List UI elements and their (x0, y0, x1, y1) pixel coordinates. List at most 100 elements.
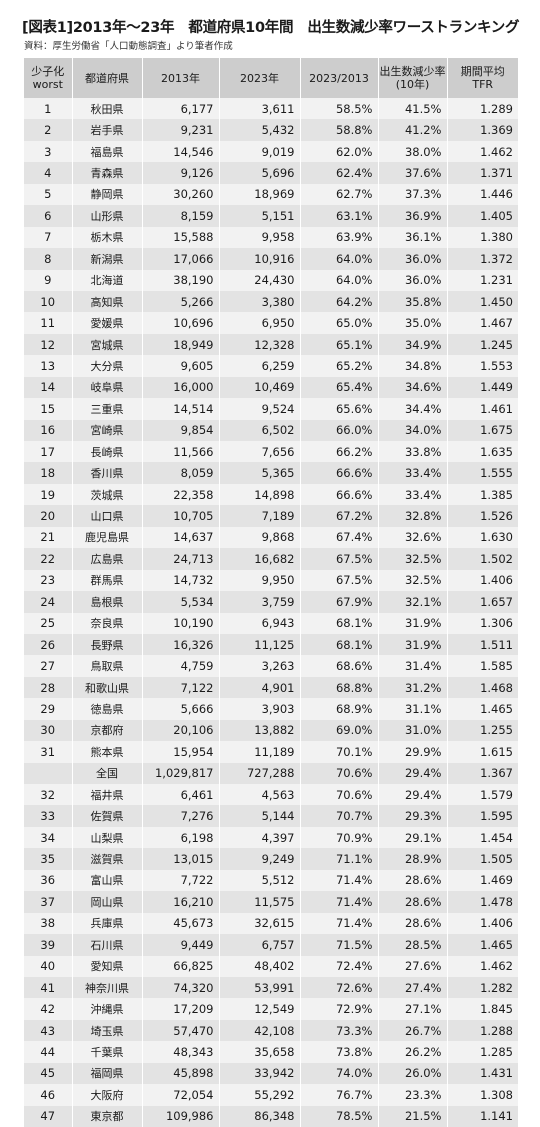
tfr-cell: 1.405 (447, 205, 518, 227)
ratio-cell: 70.6% (300, 784, 379, 806)
table-row: 46 大阪府 72,054 55,292 76.7% 23.3% 1.308 (24, 1084, 518, 1106)
decline-rate-cell: 34.9% (378, 333, 448, 356)
prefecture-cell: 静岡県 (72, 183, 143, 206)
births-2013-cell: 45,673 (142, 912, 220, 935)
ratio-cell: 73.8% (300, 1041, 379, 1063)
table-row: 11 愛媛県 10,696 6,950 65.0% 35.0% 1.467 (24, 312, 518, 334)
rank-cell: 12 (24, 333, 73, 356)
table-row: 8 新潟県 17,066 10,916 64.0% 36.0% 1.372 (24, 248, 518, 270)
table-row: 44 千葉県 48,343 35,658 73.8% 26.2% 1.285 (24, 1041, 518, 1063)
table-row: 32 福井県 6,461 4,563 70.6% 29.4% 1.579 (24, 784, 518, 806)
rank-cell: 46 (24, 1084, 73, 1106)
table-row: 40 愛知県 66,825 48,402 72.4% 27.6% 1.462 (24, 955, 518, 977)
ratio-cell: 74.0% (300, 1062, 379, 1085)
births-2023-cell: 7,656 (219, 441, 301, 463)
births-2013-cell: 1,029,817 (142, 762, 220, 784)
tfr-cell: 1.635 (447, 441, 518, 463)
tfr-cell: 1.585 (447, 655, 518, 677)
births-2023-cell: 11,189 (219, 741, 301, 763)
ratio-cell: 71.1% (300, 848, 379, 870)
decline-rate-cell: 34.4% (378, 398, 448, 420)
prefecture-cell: 京都府 (72, 719, 143, 742)
ratio-cell: 66.2% (300, 441, 379, 463)
decline-rate-cell: 29.4% (378, 762, 448, 784)
births-2013-cell: 8,159 (142, 205, 220, 227)
decline-rate-cell: 33.4% (378, 462, 448, 484)
decline-rate-cell: 29.1% (378, 826, 448, 849)
prefecture-cell: 長崎県 (72, 441, 143, 463)
decline-rate-cell: 41.5% (378, 98, 448, 120)
births-2013-cell: 24,713 (142, 548, 220, 570)
births-2023-cell: 42,108 (219, 1019, 301, 1042)
rank-cell: 24 (24, 591, 73, 613)
decline-rate-cell: 23.3% (378, 1084, 448, 1106)
tfr-cell: 1.462 (447, 140, 518, 163)
births-2023-cell: 55,292 (219, 1084, 301, 1106)
births-2023-cell: 3,903 (219, 698, 301, 720)
prefecture-cell: 千葉県 (72, 1041, 143, 1063)
table-row: 41 神奈川県 74,320 53,991 72.6% 27.4% 1.282 (24, 976, 518, 999)
ratio-cell: 70.9% (300, 826, 379, 849)
ratio-cell: 70.6% (300, 762, 379, 784)
decline-rate-cell: 31.2% (378, 676, 448, 699)
prefecture-cell: 大分県 (72, 355, 143, 377)
births-2013-cell: 14,732 (142, 569, 220, 592)
births-2013-cell: 14,546 (142, 140, 220, 163)
rank-cell: 4 (24, 162, 73, 184)
rank-cell: 20 (24, 505, 73, 527)
ratio-cell: 72.9% (300, 998, 379, 1020)
prefecture-cell: 滋賀県 (72, 848, 143, 870)
decline-rate-cell: 37.6% (378, 162, 448, 184)
births-2013-cell: 13,015 (142, 848, 220, 870)
tfr-cell: 1.288 (447, 1019, 518, 1042)
decline-rate-cell: 37.3% (378, 183, 448, 206)
births-2013-cell: 15,588 (142, 226, 220, 249)
decline-rate-cell: 36.0% (378, 248, 448, 270)
births-2013-cell: 6,177 (142, 98, 220, 120)
table-row: 20 山口県 10,705 7,189 67.2% 32.8% 1.526 (24, 505, 518, 527)
header-rank: 少子化 worst (24, 58, 73, 98)
decline-rate-cell: 26.0% (378, 1062, 448, 1085)
ratio-cell: 64.0% (300, 248, 379, 270)
table-row: 21 鹿児島県 14,637 9,868 67.4% 32.6% 1.630 (24, 526, 518, 549)
ratio-cell: 65.6% (300, 398, 379, 420)
ratio-cell: 69.0% (300, 719, 379, 742)
births-2013-cell: 66,825 (142, 955, 220, 977)
births-2023-cell: 5,512 (219, 869, 301, 892)
prefecture-cell: 愛媛県 (72, 312, 143, 334)
table-row: 17 長崎県 11,566 7,656 66.2% 33.8% 1.635 (24, 441, 518, 463)
ratio-cell: 58.5% (300, 98, 379, 120)
ratio-cell: 63.9% (300, 226, 379, 249)
decline-rate-cell: 34.8% (378, 355, 448, 377)
table-row: 26 長野県 16,326 11,125 68.1% 31.9% 1.511 (24, 633, 518, 656)
births-2023-cell: 9,019 (219, 140, 301, 163)
header-2013: 2013年 (142, 58, 220, 98)
rank-cell: 43 (24, 1019, 73, 1042)
births-2013-cell: 10,705 (142, 505, 220, 527)
prefecture-cell: 秋田県 (72, 98, 143, 120)
table-row: 22 広島県 24,713 16,682 67.5% 32.5% 1.502 (24, 548, 518, 570)
table-row: 30 京都府 20,106 13,882 69.0% 31.0% 1.255 (24, 719, 518, 742)
rank-cell: 9 (24, 269, 73, 291)
tfr-cell: 1.845 (447, 998, 518, 1020)
table-row: 33 佐賀県 7,276 5,144 70.7% 29.3% 1.595 (24, 805, 518, 827)
rank-cell: 13 (24, 355, 73, 377)
ratio-cell: 62.0% (300, 140, 379, 163)
decline-rate-cell: 32.5% (378, 548, 448, 570)
births-2013-cell: 8,059 (142, 462, 220, 484)
ratio-cell: 67.9% (300, 591, 379, 613)
prefecture-cell: 香川県 (72, 462, 143, 484)
rank-cell: 42 (24, 998, 73, 1020)
prefecture-cell: 青森県 (72, 162, 143, 184)
ratio-cell: 68.1% (300, 612, 379, 634)
header-decline-rate: 出生数減少率 (10年) (378, 58, 448, 98)
births-2023-cell: 9,868 (219, 526, 301, 549)
rank-cell: 8 (24, 248, 73, 270)
births-2013-cell: 6,198 (142, 826, 220, 849)
births-2023-cell: 3,263 (219, 655, 301, 677)
tfr-cell: 1.579 (447, 784, 518, 806)
rank-cell: 41 (24, 976, 73, 999)
rank-cell: 35 (24, 848, 73, 870)
tfr-cell: 1.511 (447, 633, 518, 656)
rank-cell: 40 (24, 955, 73, 977)
